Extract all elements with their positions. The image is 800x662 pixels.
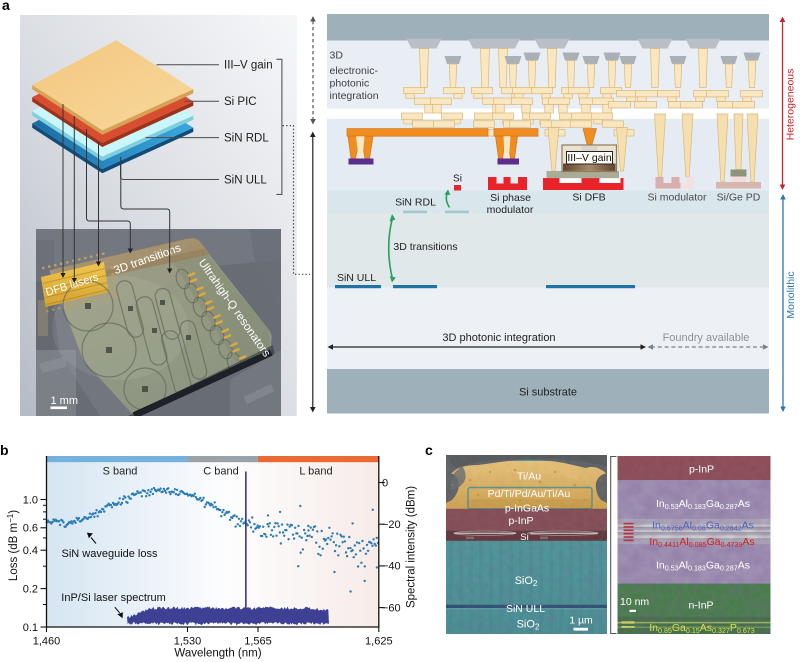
svg-text:Si: Si [520, 532, 528, 543]
svg-text:In0.4411Al0.085Ga0.4739As: In0.4411Al0.085Ga0.4739As [649, 536, 754, 549]
svg-text:p-InP: p-InP [689, 464, 714, 476]
svg-text:electronic-: electronic- [330, 65, 379, 77]
svg-text:1,565: 1,565 [244, 636, 272, 648]
svg-text:InP/Si laser spectrum: InP/Si laser spectrum [61, 592, 166, 604]
svg-text:SiO2: SiO2 [515, 575, 538, 588]
svg-text:1,460: 1,460 [33, 636, 61, 648]
svg-text:L band: L band [299, 466, 332, 478]
svg-text:SiN waveguide loss: SiN waveguide loss [62, 548, 158, 560]
svg-text:Wavelength (nm): Wavelength (nm) [174, 648, 261, 660]
svg-text:III–V gain: III–V gain [567, 152, 612, 164]
svg-text:photonic: photonic [330, 78, 370, 90]
svg-text:n-InP: n-InP [688, 600, 713, 612]
svg-text:10 nm: 10 nm [620, 596, 649, 608]
svg-text:SiN RDL: SiN RDL [395, 197, 436, 209]
svg-text:SiN ULL: SiN ULL [506, 603, 545, 615]
svg-text:Loss (dB m−1): Loss (dB m−1) [6, 510, 20, 581]
svg-text:Si substrate: Si substrate [519, 387, 577, 399]
svg-text:−60: −60 [382, 602, 401, 614]
svg-text:SiN RDL: SiN RDL [224, 133, 269, 145]
svg-text:0.2: 0.2 [23, 583, 38, 595]
svg-text:p-InP: p-InP [508, 515, 533, 527]
svg-text:In0.6758Al0.08Ga0.2642As: In0.6758Al0.08Ga0.2642As [652, 520, 754, 533]
svg-text:SiN ULL: SiN ULL [224, 174, 267, 186]
svg-text:Ti/Au: Ti/Au [517, 471, 541, 483]
svg-text:Si phase: Si phase [490, 192, 531, 204]
svg-text:Monolithic: Monolithic [785, 271, 797, 318]
svg-text:Pd/Ti/Pd/Au/Ti/Au: Pd/Ti/Pd/Au/Ti/Au [488, 488, 571, 500]
svg-text:3D transitions: 3D transitions [393, 241, 457, 253]
svg-text:0.6: 0.6 [23, 523, 38, 535]
svg-text:Heterogeneous: Heterogeneous [785, 69, 797, 141]
svg-text:1.0: 1.0 [23, 494, 38, 506]
svg-text:1,530: 1,530 [174, 636, 202, 648]
svg-text:3D: 3D [330, 50, 344, 62]
svg-text:Si PIC: Si PIC [224, 96, 257, 108]
svg-text:0: 0 [382, 477, 388, 489]
svg-text:In0.53Al0.183Ga0.287As: In0.53Al0.183Ga0.287As [656, 498, 750, 511]
svg-text:Si modulator: Si modulator [648, 192, 707, 204]
svg-text:SiO2: SiO2 [517, 619, 540, 632]
svg-text:S band: S band [103, 466, 138, 478]
svg-text:−20: −20 [382, 519, 401, 531]
svg-text:modulator: modulator [487, 204, 534, 216]
svg-text:1 µm: 1 µm [569, 615, 593, 627]
svg-text:In0.53Al0.183Ga0.287As: In0.53Al0.183Ga0.287As [656, 560, 750, 573]
svg-text:1,625: 1,625 [365, 636, 393, 648]
svg-text:0.1: 0.1 [23, 622, 38, 634]
svg-text:1 mm: 1 mm [51, 395, 79, 407]
svg-text:In0.85Ga0.15As0.327P0.673: In0.85Ga0.15As0.327P0.673 [649, 622, 755, 635]
svg-text:3D photonic integration: 3D photonic integration [442, 332, 555, 344]
svg-text:Foundry available: Foundry available [663, 332, 750, 344]
svg-text:III–V gain: III–V gain [224, 60, 273, 72]
svg-text:0.4: 0.4 [23, 545, 38, 557]
svg-text:Si DFB: Si DFB [572, 192, 605, 204]
svg-text:Si/Ge PD: Si/Ge PD [717, 192, 761, 204]
svg-text:integration: integration [330, 90, 379, 102]
svg-text:−40: −40 [382, 561, 401, 573]
svg-text:C band: C band [203, 466, 238, 478]
svg-text:SiN ULL: SiN ULL [337, 272, 376, 284]
svg-text:Si: Si [453, 174, 462, 185]
svg-text:Spectral intensity (dBm): Spectral intensity (dBm) [406, 486, 418, 608]
svg-text:p-InGaAs: p-InGaAs [505, 503, 549, 515]
